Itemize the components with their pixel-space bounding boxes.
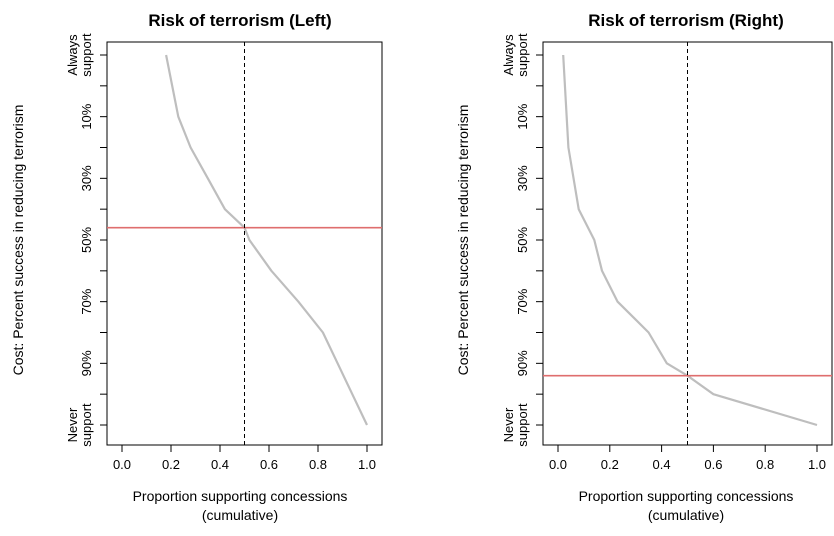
y-tick-label: 30% <box>515 165 530 191</box>
panel-right: Risk of terrorism (Right) Proportion sup… <box>455 11 833 523</box>
x-tick-label: 0.8 <box>309 457 327 472</box>
y-tick-label: Always <box>65 34 80 76</box>
y-tick-label: 30% <box>79 165 94 191</box>
y-tick-label: 90% <box>515 350 530 376</box>
x-tick-label: 1.0 <box>808 457 826 472</box>
x-axis-label-line2: (cumulative) <box>648 507 724 523</box>
panel-left: Risk of terrorism (Left) Proportion supp… <box>10 11 383 523</box>
x-axis-label: Proportion supporting concessions <box>133 488 348 504</box>
y-tick-label: 10% <box>79 103 94 129</box>
panel-title: Risk of terrorism (Right) <box>588 11 784 30</box>
y-tick-label: support <box>79 403 94 447</box>
y-tick-label: 50% <box>515 227 530 253</box>
y-tick-label: 50% <box>79 227 94 253</box>
y-tick-label: support <box>79 33 94 77</box>
x-tick-label: 1.0 <box>358 457 376 472</box>
x-tick-label: 0.0 <box>113 457 131 472</box>
y-axis-label: Cost: Percent success in reducing terror… <box>455 105 471 376</box>
x-tick-label: 0.4 <box>653 457 671 472</box>
y-tick-label: 10% <box>515 103 530 129</box>
x-tick-label: 0.2 <box>162 457 180 472</box>
y-tick-label: 70% <box>515 288 530 314</box>
y-tick-label: support <box>515 403 530 447</box>
x-axis-label: Proportion supporting concessions <box>579 488 794 504</box>
x-tick-label: 0.8 <box>756 457 774 472</box>
y-tick-label: Never <box>65 407 80 442</box>
x-tick-label: 0.4 <box>211 457 229 472</box>
y-axis-label: Cost: Percent success in reducing terror… <box>10 105 26 376</box>
x-tick-label: 0.6 <box>704 457 722 472</box>
x-axis-label-line2: (cumulative) <box>202 507 278 523</box>
y-tick-label: 70% <box>79 288 94 314</box>
x-tick-label: 0.2 <box>601 457 619 472</box>
y-tick-label: Always <box>501 34 516 76</box>
series-line <box>165 54 368 426</box>
panel-title: Risk of terrorism (Left) <box>148 11 331 30</box>
series-line <box>562 54 818 427</box>
x-tick-label: 0.0 <box>549 457 567 472</box>
y-tick-label: Never <box>501 407 516 442</box>
x-tick-label: 0.6 <box>260 457 278 472</box>
y-tick-label: 90% <box>79 350 94 376</box>
y-tick-label: support <box>515 33 530 77</box>
